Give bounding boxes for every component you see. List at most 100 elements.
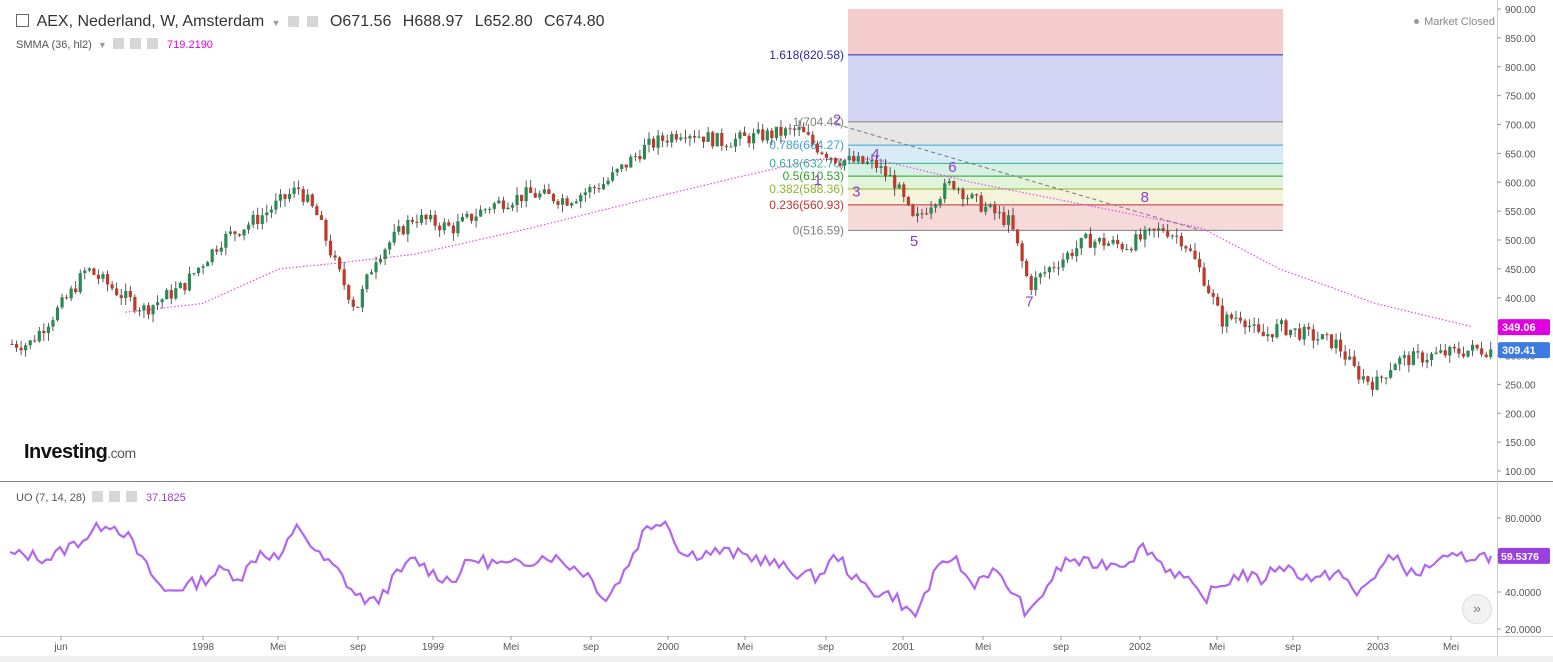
candle-body — [765, 130, 769, 141]
trendline[interactable] — [836, 124, 1203, 232]
candle-body — [1461, 353, 1466, 357]
candle-body — [488, 208, 492, 210]
uo-value-tag: 59.5376 — [1501, 551, 1539, 563]
candle-body — [183, 282, 187, 291]
candle-body — [929, 207, 933, 214]
candle-body — [37, 330, 41, 342]
candle-body — [529, 187, 533, 193]
candle-body — [96, 274, 101, 279]
x-tick-label: 1998 — [192, 642, 215, 653]
x-tick-label: Mei — [975, 642, 991, 653]
candle-body — [1038, 273, 1042, 278]
candle-body — [60, 297, 64, 308]
candle-body — [870, 160, 874, 162]
candle-body — [1402, 355, 1406, 358]
fib-band — [848, 54, 1283, 122]
x-tick-label: Mei — [1209, 642, 1225, 653]
wave-label: 8 — [1141, 189, 1149, 206]
candle-body — [1088, 233, 1092, 248]
candle-body — [565, 198, 569, 206]
candle-body — [301, 189, 305, 202]
chevron-down-icon[interactable]: ▼ — [271, 18, 281, 28]
chevron-down-icon[interactable]: ▼ — [97, 40, 107, 50]
wave-label: 1 — [814, 172, 822, 189]
candle-body — [683, 137, 687, 139]
candle-body — [533, 192, 537, 198]
eye-icon[interactable] — [288, 16, 300, 27]
candle-body — [1457, 348, 1461, 354]
candle-body — [369, 272, 374, 275]
candle-body — [456, 221, 460, 234]
gear-icon[interactable] — [306, 16, 318, 27]
candle-body — [1279, 320, 1284, 325]
candle-body — [1111, 239, 1115, 244]
candle-body — [224, 233, 228, 248]
candle-body — [1466, 350, 1470, 357]
x-tick-label: 2000 — [657, 642, 680, 653]
candle-body — [1047, 267, 1051, 273]
candle-body — [1480, 348, 1484, 355]
fib-band — [848, 176, 1283, 189]
candle-body — [401, 226, 405, 235]
candle-body — [815, 143, 819, 153]
candle-body — [206, 262, 210, 267]
candle-body — [319, 215, 323, 220]
candle-body — [1170, 235, 1174, 237]
candle-body — [1061, 259, 1065, 268]
candle-body — [356, 306, 360, 308]
uo-label[interactable]: UO (7, 14, 28) — [16, 492, 86, 504]
gear-icon[interactable] — [129, 38, 141, 49]
collapse-icon[interactable] — [16, 14, 29, 27]
y-tick-label: 550.00 — [1505, 207, 1536, 218]
candle-body — [315, 206, 319, 216]
candle-body — [1316, 339, 1320, 341]
candle-body — [606, 180, 610, 185]
smma-value: 719.2190 — [167, 39, 213, 51]
candle-body — [69, 288, 73, 299]
candle-body — [642, 144, 647, 160]
candle-body — [74, 288, 78, 293]
candle-body — [256, 214, 260, 225]
candle-body — [342, 269, 346, 286]
x-tick-label: sep — [1053, 642, 1070, 653]
candle-body — [1197, 258, 1202, 268]
candle-body — [1275, 324, 1279, 338]
last-price-tag: 309.41 — [1502, 345, 1536, 357]
candle-body — [187, 273, 192, 291]
candle-body — [843, 160, 847, 166]
close-icon[interactable] — [146, 38, 158, 49]
candle-body — [715, 133, 719, 147]
scroll-to-realtime-button[interactable]: » — [1462, 594, 1492, 624]
candle-body — [702, 136, 706, 142]
eye-icon[interactable] — [112, 38, 124, 49]
candle-body — [1106, 243, 1111, 246]
candle-body — [483, 209, 487, 211]
fib-band — [848, 9, 1283, 55]
trendline-dashed — [836, 124, 1203, 232]
candle-body — [1138, 234, 1142, 240]
price-axis-border — [1497, 0, 1498, 662]
candle-body — [424, 214, 428, 220]
close-icon[interactable] — [125, 491, 137, 502]
candle-body — [165, 290, 169, 300]
close-value: C674.80 — [544, 13, 605, 30]
candle-body — [1202, 267, 1206, 286]
candle-body — [1002, 212, 1006, 225]
candle-body — [720, 133, 724, 146]
gear-icon[interactable] — [108, 491, 120, 502]
candle-body — [1011, 215, 1015, 230]
symbol-title[interactable]: AEX, Nederland, W, Amsterdam — [36, 13, 265, 30]
candle-body — [283, 194, 287, 200]
smma-label[interactable]: SMMA (36, hl2) — [16, 39, 92, 51]
eye-icon[interactable] — [91, 491, 103, 502]
candle-body — [797, 127, 801, 130]
candle-body — [1097, 238, 1102, 242]
smma-price-tag-bg — [1498, 319, 1550, 336]
candle-body — [1257, 324, 1261, 332]
candle-body — [65, 297, 69, 299]
candle-body — [874, 160, 879, 168]
candle-body — [1443, 350, 1447, 356]
fibonacci-retracement[interactable]: 1.618(820.58) 1(704.47) 0.786(664.27) 0.618… — [769, 9, 1283, 237]
wave-label: 2 — [833, 112, 841, 129]
